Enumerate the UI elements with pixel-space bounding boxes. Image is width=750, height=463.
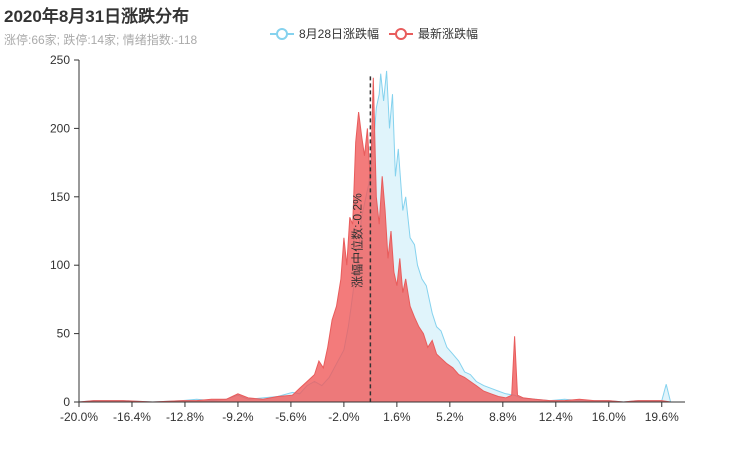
- x-tick-label: 1.6%: [383, 410, 411, 424]
- y-tick-label: 150: [50, 190, 70, 204]
- legend-marker-series-2: [389, 27, 414, 40]
- x-tick-label: 16.0%: [592, 410, 626, 424]
- x-tick-label: 12.4%: [539, 410, 573, 424]
- x-tick-label: -2.0%: [328, 410, 360, 424]
- legend-item-series-2[interactable]: 最新涨跌幅: [389, 25, 478, 42]
- chart-legend: 8月28日涨跌幅 最新涨跌幅: [270, 25, 488, 42]
- x-tick-label: -12.8%: [166, 410, 204, 424]
- x-tick-label: -5.6%: [275, 410, 307, 424]
- legend-label-series-2: 最新涨跌幅: [418, 27, 479, 41]
- y-tick-label: 250: [50, 53, 70, 67]
- x-tick-label: -9.2%: [222, 410, 254, 424]
- y-tick-label: 100: [50, 258, 70, 272]
- x-tick-label: 8.8%: [489, 410, 517, 424]
- x-tick-label: -16.4%: [113, 410, 151, 424]
- x-tick-label: -20.0%: [60, 410, 98, 424]
- chart-subtitle: 涨停:66家; 跌停:14家; 情绪指数:-118: [4, 33, 198, 47]
- series-area-2: [79, 77, 671, 403]
- y-tick-label: 200: [50, 121, 70, 135]
- legend-marker-series-1: [270, 27, 294, 40]
- median-label: 涨幅中位数:-0.2%: [349, 193, 364, 288]
- legend-item-series-1[interactable]: 8月28日涨跌幅: [270, 25, 379, 42]
- x-tick-label: 19.6%: [645, 410, 679, 424]
- chart-title: 2020年8月31日涨跌分布: [4, 7, 190, 26]
- y-tick-label: 0: [63, 395, 70, 409]
- legend-label-series-1: 8月28日涨跌幅: [299, 27, 380, 41]
- series-line-2: [78, 77, 671, 403]
- y-tick-label: 50: [57, 327, 71, 341]
- x-tick-label: 5.2%: [436, 410, 464, 424]
